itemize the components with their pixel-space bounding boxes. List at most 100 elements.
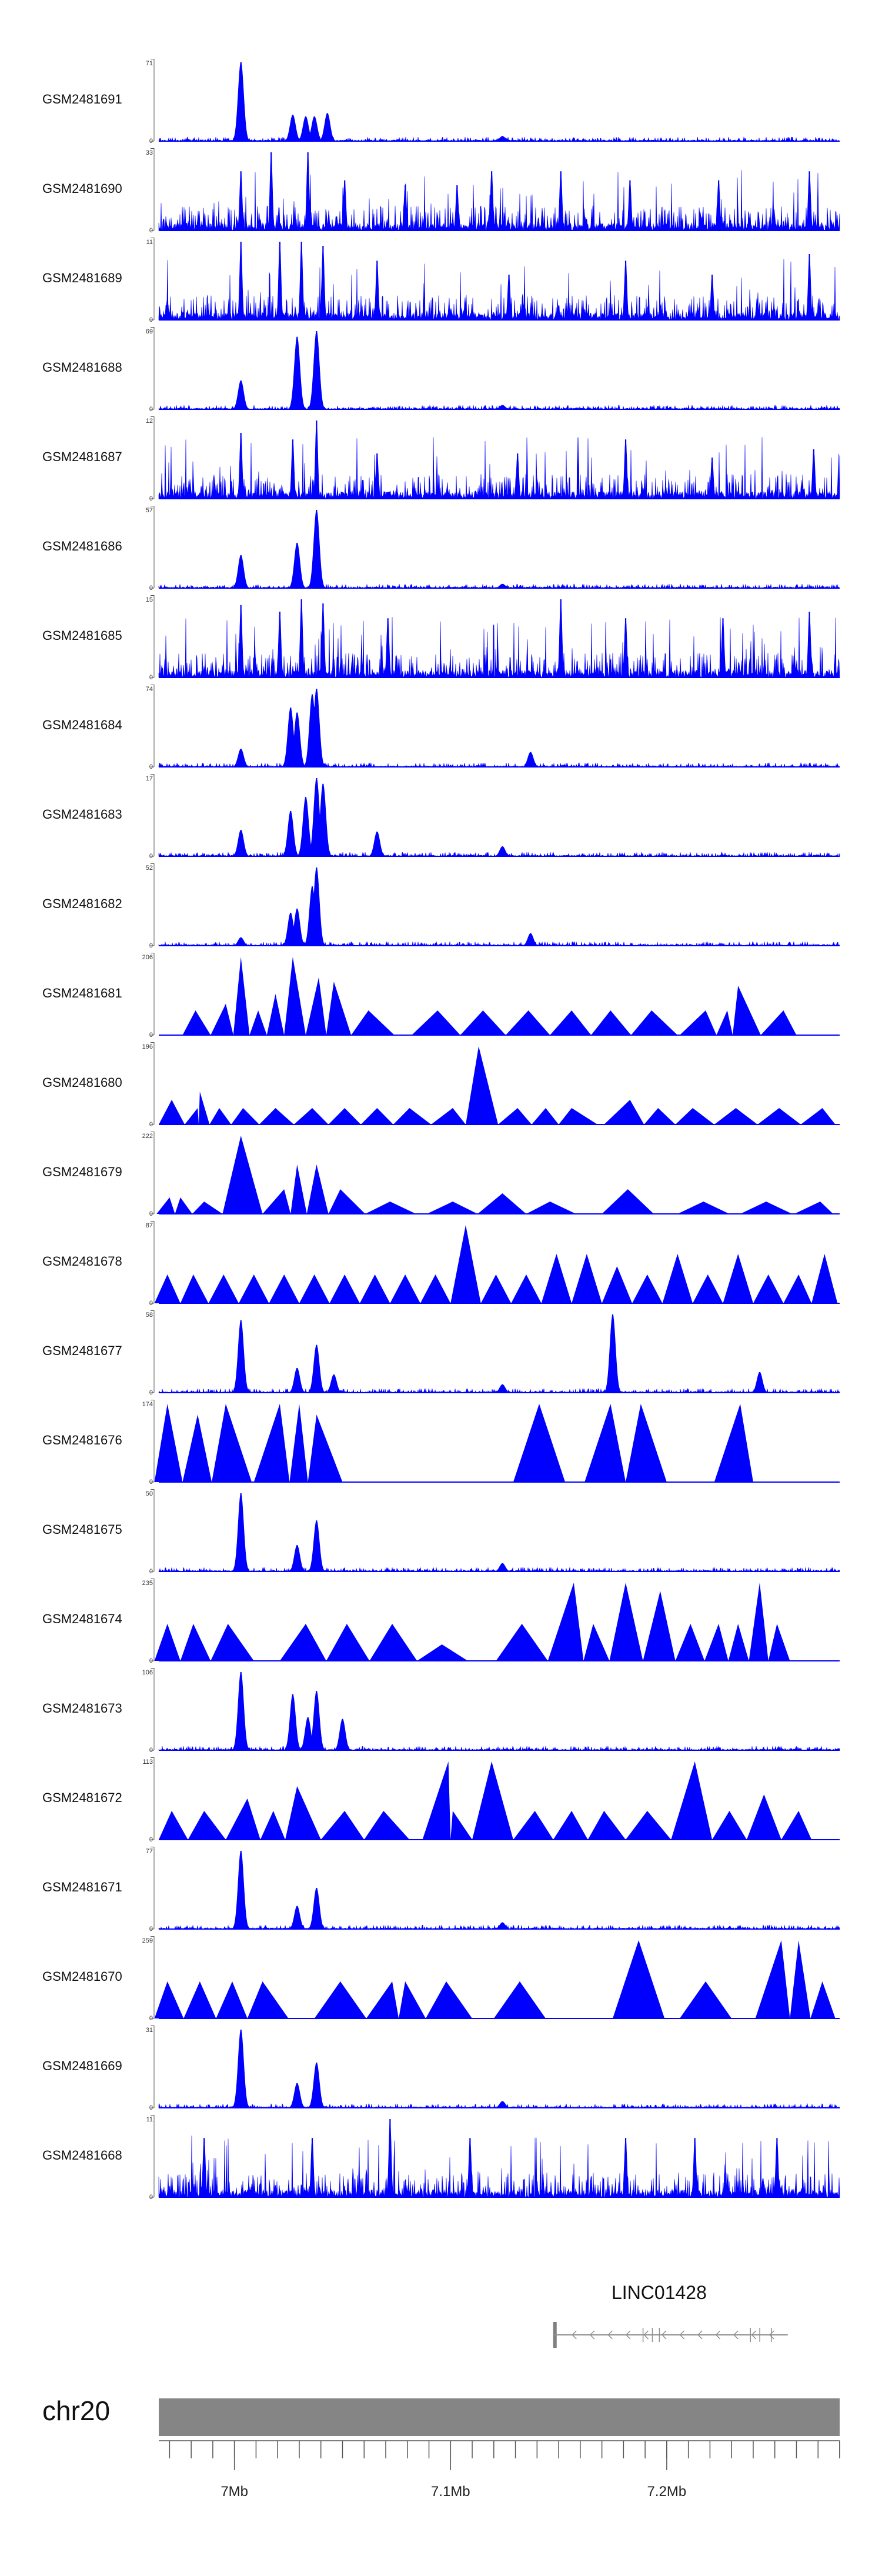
signal-peak [225,1798,260,1840]
signal-peak [412,1010,460,1035]
signal-peak [231,1108,259,1125]
track-ymax-label: 58 [145,1312,153,1319]
track-plot [151,1936,840,2019]
signal-peak [746,1794,781,1840]
track-gsm2481673: GSM2481673 106 0 [0,1668,882,1754]
signal-peak [679,1981,732,2018]
track-plot [151,59,840,142]
axis-tick-label: 7Mb [220,2484,248,2500]
gene-strand-arrow [661,2330,667,2340]
signal-peak [247,1981,289,2018]
signal-peak [704,1624,729,1661]
signal-peak [212,1404,252,1482]
signal-area [158,1493,840,1572]
signal-peak [369,1624,417,1661]
track-gsm2481676: GSM2481676 174 0 [0,1400,882,1486]
signal-peak [422,1761,451,1840]
signal-peak [626,1404,667,1482]
signal-peak [285,1786,321,1840]
signal-peak [712,1811,747,1840]
track-plot [151,685,840,768]
signal-peak [679,1010,717,1035]
signal-peak [249,1010,267,1035]
signal-peak [208,1274,239,1303]
track-label: GSM2481690 [42,181,122,196]
signal-peak [526,1202,576,1214]
track-gsm2481686: GSM2481686 57 0 [0,506,882,592]
signal-peak [328,1108,361,1125]
track-ymax-label: 87 [145,1222,153,1229]
signal-peak [393,1108,432,1125]
track-label: GSM2481684 [42,718,122,732]
gene-strand-arrow [697,2330,703,2340]
signal-peak [532,1108,559,1125]
track-label: GSM2481668 [42,2148,122,2163]
signal-peak [513,1404,566,1482]
signal-peak [480,1274,512,1303]
genome-axis-svg: 7Mb 7.1Mb 7.2Mb [159,2440,840,2500]
signal-area [158,688,840,768]
signal-peak [781,1811,812,1840]
track-label: GSM2481686 [42,539,122,553]
gene-strand-arrow [751,2330,757,2340]
track-ymax-label: 74 [145,686,153,693]
signal-peak [466,1046,499,1125]
track-gsm2481680: GSM2481680 196 0 [0,1042,882,1128]
signal-area [158,421,840,499]
signal-peak [154,1404,183,1482]
signal-peak [677,1202,730,1214]
signal-peak [366,1981,399,2018]
track-gsm2481678: GSM2481678 87 0 [0,1221,882,1307]
signal-peak [328,1189,366,1214]
track-ymax-label: 33 [145,149,153,156]
signal-peak [305,977,326,1035]
gene-strand-arrow [769,2330,774,2340]
signal-peak [604,1100,644,1125]
chromosome-bar [159,2398,840,2436]
track-plot [151,2115,840,2198]
signal-peak [753,1274,784,1303]
signal-peak [783,1274,812,1303]
track-gsm2481684: GSM2481684 74 0 [0,685,882,770]
signal-peak [185,1108,199,1125]
signal-peak [591,1010,632,1035]
signal-area [158,2120,840,2198]
track-gsm2481685: GSM2481685 15 0 [0,595,882,681]
chromosome-label: chr20 [42,2395,111,2426]
track-plot [151,1221,840,1304]
track-label: GSM2481676 [42,1433,122,1447]
signal-peak [723,1254,753,1303]
signal-peak [740,1202,793,1214]
signal-area [158,242,840,321]
signal-peak [262,1189,291,1214]
signal-peak [180,1274,209,1303]
signal-peak [794,1202,833,1214]
signal-peak [399,1981,426,2018]
signal-peak [572,1254,602,1303]
track-ymax-label: 50 [145,1490,153,1497]
signal-peak [293,1108,329,1125]
track-gsm2481682: GSM2481682 52 0 [0,863,882,949]
gene-strand-arrow [733,2330,739,2340]
track-label: GSM2481669 [42,2058,122,2073]
signal-peak [716,1010,733,1035]
track-label: GSM2481670 [42,1969,122,1984]
signal-peak [675,1108,714,1125]
signal-peak [290,1164,307,1214]
signal-peak [675,1624,705,1661]
track-label: GSM2481671 [42,1880,122,1894]
track-ymax-label: 106 [142,1669,153,1676]
signal-area [158,2029,840,2108]
signal-peak [498,1108,532,1125]
track-plot [151,1579,840,1661]
track-gsm2481671: GSM2481671 77 0 [0,1847,882,1933]
track-gsm2481679: GSM2481679 222 0 [0,1132,882,1217]
track-gsm2481691: GSM2481691 71 0 [0,59,882,145]
signal-peak [431,1108,466,1125]
track-ymax-label: 52 [145,865,153,872]
signal-peak [506,1010,550,1035]
signal-peak [757,1108,801,1125]
track-gsm2481670: GSM2481670 259 0 [0,1936,882,2022]
signal-area [158,509,840,589]
signal-peak [154,1274,181,1303]
